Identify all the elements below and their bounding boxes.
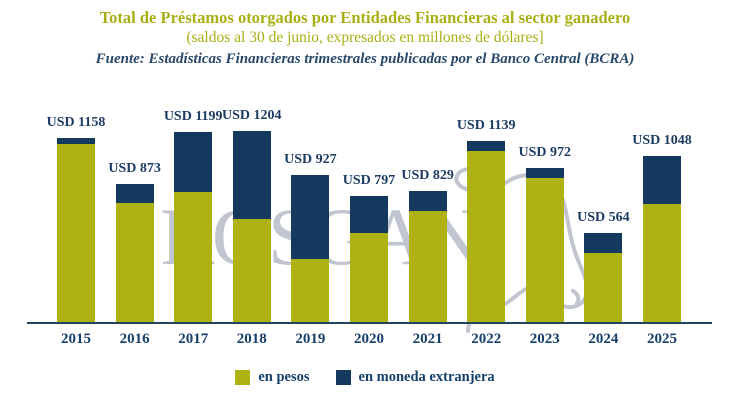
bar-2017-extranjera-segment [174, 131, 213, 193]
bar-2020 [350, 195, 388, 322]
bar-2025-pesos-segment [643, 204, 681, 322]
x-label-2016: 2016 [119, 331, 150, 347]
bar-value-label-2024: USD 564 [577, 209, 630, 225]
bar-value-label-2021: USD 829 [401, 167, 454, 183]
bar-2021-pesos-segment [408, 211, 447, 322]
x-label-2023: 2023 [529, 331, 560, 347]
bar-2025 [643, 155, 681, 322]
legend-label-pesos: en pesos [258, 369, 310, 385]
legend-item-pesos: en pesos [235, 369, 310, 386]
bar-value-label-2015: USD 1158 [46, 115, 106, 131]
bar-value-label-2023: USD 972 [518, 144, 572, 160]
chart-header: Total de Préstamos otorgados por Entidad… [0, 0, 730, 70]
legend: en pesos en moneda extranjera [0, 369, 730, 386]
bar-2015-pesos-segment [57, 144, 95, 322]
bar-2016-extranjera-segment [115, 183, 154, 203]
bar-2015-extranjera-segment [57, 138, 95, 145]
source-note: Fuente: Estadísticas Financieras trimest… [95, 50, 635, 67]
bar-2018-extranjera-segment [232, 131, 271, 219]
x-axis-line [27, 322, 712, 324]
bar-2015 [57, 138, 95, 322]
bar-value-label-2016: USD 873 [108, 160, 161, 176]
x-label-2021: 2021 [412, 331, 443, 347]
bar-2022 [467, 141, 506, 322]
bar-2024 [584, 232, 623, 323]
bar-2020-extranjera-segment [350, 195, 388, 234]
bar-value-label-2019: USD 927 [284, 152, 337, 167]
x-label-2022: 2022 [471, 331, 502, 347]
bar-2017-pesos-segment [174, 192, 213, 322]
bar-2023-pesos-segment [525, 177, 564, 322]
bar-2018-pesos-segment [232, 218, 271, 322]
x-label-2024: 2024 [588, 331, 619, 347]
bar-2023-extranjera-segment [525, 167, 564, 178]
chart-title: Total de Préstamos otorgados por Entidad… [99, 8, 631, 27]
bar-2016-pesos-segment [115, 202, 154, 322]
bar-2024-pesos-segment [584, 253, 623, 322]
x-label-2015: 2015 [61, 331, 91, 347]
bar-value-label-2025: USD 1048 [632, 132, 692, 148]
bar-2024-extranjera-segment [584, 232, 623, 254]
bar-2021 [408, 190, 447, 323]
x-label-2019: 2019 [295, 331, 326, 347]
bar-2023 [525, 167, 564, 322]
bar-value-label-2017: USD 1199 [163, 108, 223, 124]
legend-label-extranjera: en moneda extranjera [358, 369, 495, 385]
bar-2019-pesos-segment [291, 259, 330, 322]
bar-2022-extranjera-segment [467, 141, 506, 152]
bar-2025-extranjera-segment [643, 155, 681, 205]
bar-2022-pesos-segment [467, 151, 506, 322]
x-label-2018: 2018 [236, 331, 267, 347]
bar-2020-pesos-segment [350, 233, 388, 322]
legend-item-extranjera: en moneda extranjera [335, 369, 495, 386]
x-label-2017: 2017 [178, 331, 209, 347]
bar-2019-extranjera-segment [291, 175, 330, 260]
bar-value-label-2020: USD 797 [342, 172, 396, 188]
x-label-2025: 2025 [647, 331, 677, 347]
bar-2019 [291, 175, 330, 322]
extranjera-swatch-icon [335, 370, 351, 385]
chart-subtitle: (saldos al 30 de junio, expresados en mi… [186, 29, 544, 47]
pesos-swatch-icon [235, 370, 251, 385]
bar-value-label-2022: USD 1139 [456, 118, 516, 134]
x-label-2020: 2020 [354, 331, 384, 347]
bar-2017 [174, 131, 213, 322]
bar-value-label-2018: USD 1204 [222, 108, 282, 123]
bar-2018 [232, 131, 271, 322]
bar-2021-extranjera-segment [408, 190, 447, 212]
bar-2016 [115, 183, 154, 323]
